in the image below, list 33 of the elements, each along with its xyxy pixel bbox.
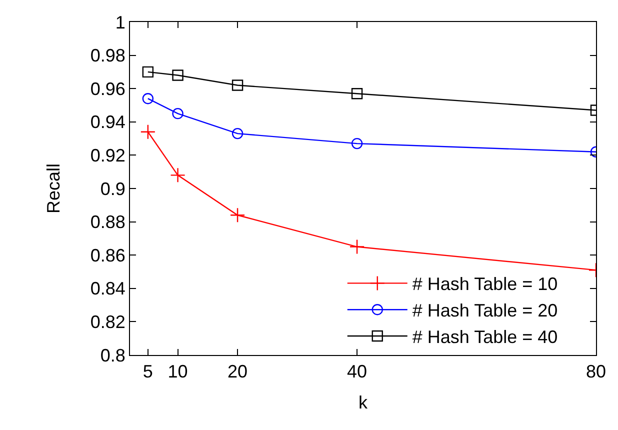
x-tick-label: 5 bbox=[142, 362, 153, 382]
x-tick-label: 20 bbox=[228, 362, 248, 382]
point bbox=[232, 80, 244, 91]
point bbox=[172, 70, 184, 81]
y-tick-label: 0.88 bbox=[90, 212, 126, 232]
y-tick-label: 0.82 bbox=[90, 312, 126, 332]
y-tick-label: 0.98 bbox=[90, 46, 126, 66]
x-axis-title: k bbox=[358, 392, 368, 413]
y-tick-label: 0.92 bbox=[90, 146, 126, 166]
y-tick-label: 0.8 bbox=[100, 345, 126, 366]
point bbox=[140, 124, 156, 140]
y-tick-label: 0.96 bbox=[90, 78, 126, 99]
legend-label: # Hash Table = 20 bbox=[412, 300, 558, 321]
point bbox=[170, 168, 186, 183]
point bbox=[351, 88, 363, 100]
point bbox=[142, 66, 154, 78]
point bbox=[351, 138, 363, 150]
y-tick-label: 0.84 bbox=[90, 278, 126, 299]
x-tick-label: 40 bbox=[347, 362, 368, 382]
point bbox=[230, 208, 246, 223]
point bbox=[232, 128, 244, 140]
y-tick-label: 0.94 bbox=[90, 112, 126, 132]
x-tick-label: 80 bbox=[586, 362, 606, 382]
x-tick-label: 10 bbox=[168, 362, 188, 382]
y-tick-label: 0.9 bbox=[100, 178, 126, 199]
y-axis-title: Recall bbox=[44, 163, 64, 214]
point bbox=[142, 92, 154, 104]
legend-label: # Hash Table = 10 bbox=[412, 274, 558, 294]
point bbox=[172, 108, 184, 120]
y-tick-label: 0.86 bbox=[90, 245, 126, 266]
point bbox=[349, 239, 365, 254]
legend-label: # Hash Table = 40 bbox=[412, 327, 558, 348]
y-tick-label: 1 bbox=[115, 12, 126, 32]
